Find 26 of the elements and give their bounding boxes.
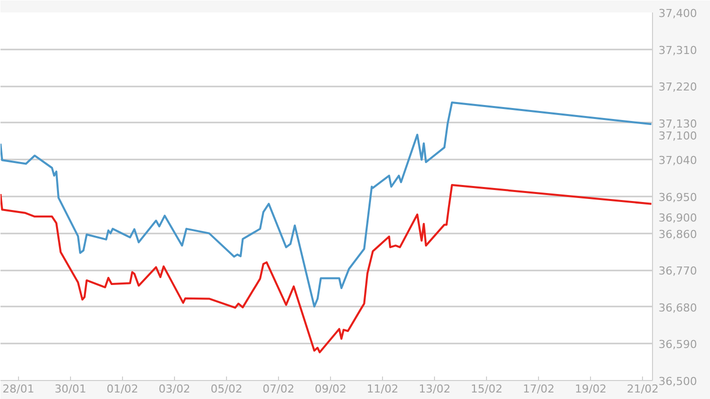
x-tick-label: 05/02 (210, 382, 242, 396)
x-tick-label: 30/01 (54, 382, 86, 396)
y-tick-label: 37,130 (658, 117, 697, 130)
y-tick-label: 36,680 (658, 301, 697, 314)
y-tick-label: 37,310 (658, 44, 697, 57)
x-tick-label: 28/01 (2, 382, 34, 396)
x-tick-label: 19/02 (574, 382, 607, 396)
y-tick-label: 37,400 (658, 7, 697, 20)
y-tick-label: 36,770 (658, 264, 697, 278)
y-tick-label: 36,590 (658, 338, 697, 352)
x-tick-label: 21/02 (626, 382, 659, 396)
x-tick-label: 07/02 (262, 382, 294, 396)
y-tick-label: 37,220 (658, 80, 697, 94)
y-tick-label: 36,950 (658, 191, 697, 204)
x-tick-label: 01/02 (106, 382, 138, 396)
x-tick-label: 09/02 (314, 382, 346, 396)
y-tick-label: 37,100 (658, 130, 697, 143)
y-tick-label: 36,900 (658, 211, 697, 224)
y-tick-label: 36,500 (658, 375, 697, 388)
x-tick-label: 13/02 (418, 382, 450, 396)
y-tick-label: 37,040 (658, 154, 697, 168)
y-tick-label: 36,860 (658, 228, 697, 241)
x-tick-label: 03/02 (158, 382, 190, 396)
x-tick-label: 11/02 (366, 382, 398, 396)
x-tick-label: 15/02 (470, 382, 503, 396)
x-tick-label: 17/02 (522, 382, 555, 396)
